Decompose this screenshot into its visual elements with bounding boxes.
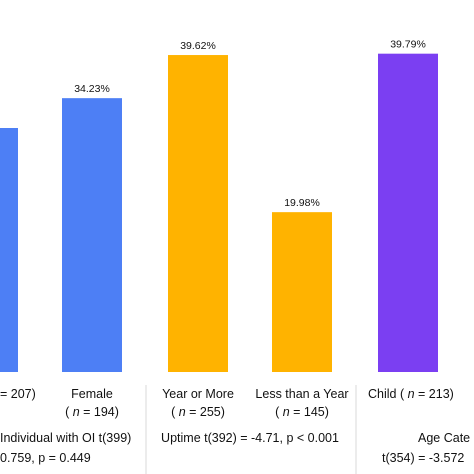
group-label-line1-2: Age Cate	[418, 431, 470, 445]
category-label-4: Child ( n = 213)	[368, 387, 454, 401]
group-label-line1-1: Uptime t(392) = -4.71, p < 0.001	[161, 431, 339, 445]
category-label-2: Year or More	[162, 387, 234, 401]
group-label-line2-0: 0.759, p = 0.449	[0, 451, 91, 465]
bar-4	[378, 53, 438, 373]
category-label-3: Less than a Year	[255, 387, 348, 401]
data-label-1: 34.23%	[74, 83, 110, 95]
group-label-line1-0: Individual with OI t(399)	[0, 431, 131, 445]
sample-size-3: ( n = 145)	[275, 405, 329, 419]
sample-size-2: ( n = 255)	[171, 405, 225, 419]
sample-size-0: = 207)	[0, 387, 36, 401]
group-label-line2-2: t(354) = -3.572	[382, 451, 464, 465]
bar-1	[62, 98, 122, 372]
bar-3	[272, 212, 332, 372]
bar-2	[168, 55, 228, 372]
bar-0	[0, 128, 18, 372]
sample-size-1: ( n = 194)	[65, 405, 119, 419]
data-label-2: 39.62%	[180, 40, 216, 52]
data-label-3: 19.98%	[284, 197, 320, 209]
category-label-1: Female	[71, 387, 113, 401]
data-label-4: 39.79%	[390, 39, 426, 51]
